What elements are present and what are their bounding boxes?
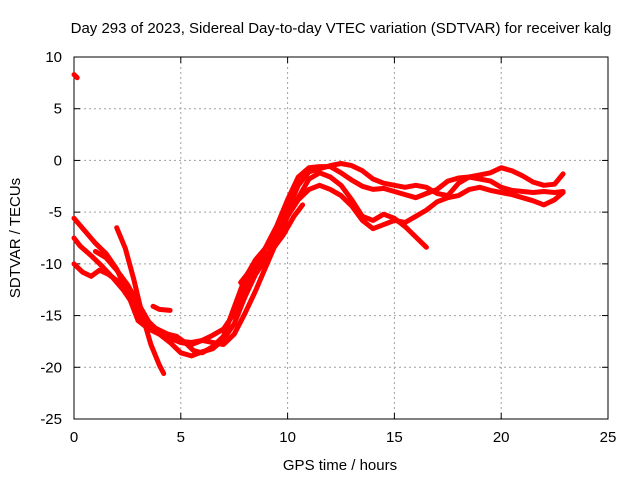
series-layer: [71, 72, 566, 376]
x-axis-label: GPS time / hours: [283, 457, 397, 474]
x-tick-label: 5: [177, 429, 185, 446]
y-tick-label: 5: [54, 101, 62, 118]
series-line-arc-7: [150, 303, 173, 313]
x-tick-label: 10: [279, 429, 296, 446]
series-line-arc-5: [92, 182, 566, 347]
y-tick-label: 10: [45, 49, 62, 66]
y-tick-label: -25: [40, 411, 62, 428]
chart-title: Day 293 of 2023, Sidereal Day-to-day VTE…: [71, 20, 612, 37]
tick-layer: 0 5 10 15 20 25 -25 -20 -15 -10 -5 0 5 10: [40, 49, 616, 446]
y-tick-label: -15: [40, 308, 62, 325]
series-line-arc-8: [71, 72, 80, 81]
series-line-arc-2: [71, 161, 566, 359]
y-tick-label: -10: [40, 256, 62, 273]
y-tick-label: -20: [40, 359, 62, 376]
x-tick-label: 20: [493, 429, 510, 446]
x-tick-label: 0: [70, 429, 78, 446]
y-axis-label: SDTVAR / TECUs: [7, 178, 24, 298]
series-line-arc-6: [238, 202, 306, 285]
plot-frame: [73, 56, 609, 420]
series-line-arc-4: [114, 225, 167, 376]
grid-layer: [74, 57, 608, 419]
x-tick-label: 25: [600, 429, 617, 446]
y-tick-label: 0: [54, 152, 62, 169]
x-tick-label: 15: [386, 429, 403, 446]
y-tick-label: -5: [49, 204, 62, 221]
